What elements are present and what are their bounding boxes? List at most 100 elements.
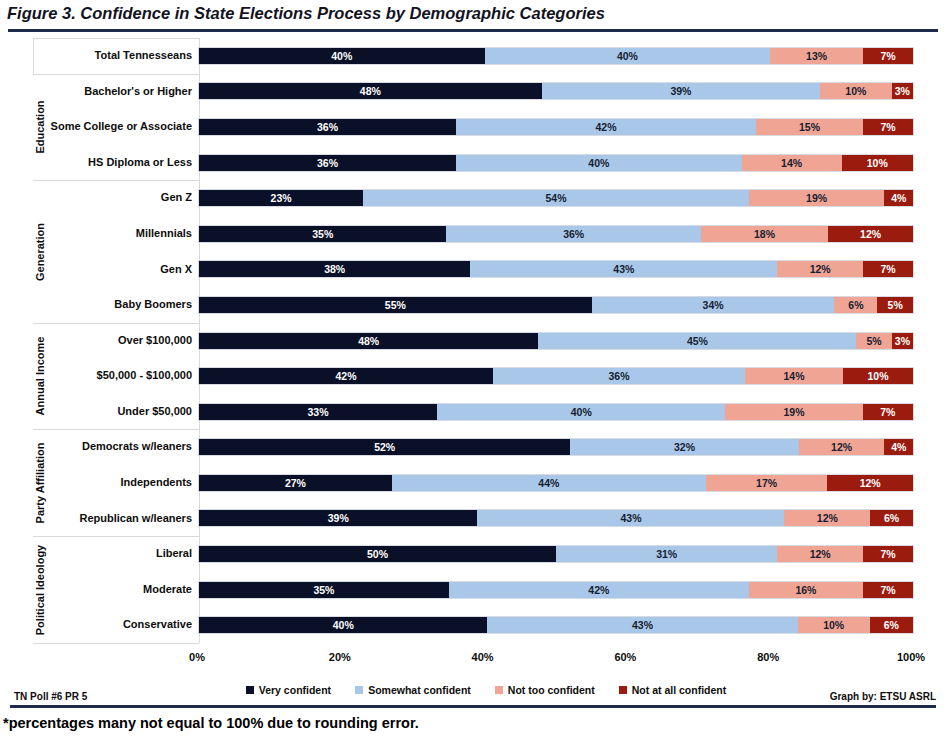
bar-segment-not-too-confident: 10%	[820, 83, 891, 99]
bar-segment-not-at-all-confident: 10%	[842, 155, 913, 171]
bar-segment-very-confident: 38%	[199, 261, 470, 277]
bar-segment-somewhat-confident: 32%	[570, 439, 798, 455]
bar-segment-not-at-all-confident: 12%	[827, 475, 913, 491]
bar-value-label: 6%	[884, 619, 899, 631]
bar-segment-not-at-all-confident: 5%	[877, 297, 913, 313]
bar-row: 36%40%14%10%	[199, 155, 913, 171]
bar-segment-somewhat-confident: 43%	[487, 617, 797, 633]
bar-row: 40%40%13%7%	[199, 48, 913, 64]
bar-segment-somewhat-confident: 43%	[470, 261, 777, 277]
bar-value-label: 48%	[358, 335, 379, 347]
bar-value-label: 31%	[656, 548, 677, 560]
legend-swatch-icon	[246, 686, 254, 694]
group-label: Annual Income	[33, 323, 47, 430]
bar-segment-very-confident: 50%	[199, 546, 556, 562]
bar-value-label: 27%	[285, 477, 306, 489]
bar-segment-somewhat-confident: 44%	[392, 475, 706, 491]
group-divider-line	[33, 38, 199, 39]
category-label: Republican w/leaners	[33, 501, 192, 537]
bar-value-label: 43%	[620, 512, 641, 524]
bar-value-label: 10%	[867, 157, 888, 169]
bar-segment-not-too-confident: 14%	[745, 368, 843, 384]
bar-value-label: 5%	[888, 299, 903, 311]
bar-value-label: 38%	[324, 263, 345, 275]
legend-item: Not at all confident	[619, 684, 727, 696]
bar-value-label: 39%	[670, 85, 691, 97]
bar-value-label: 54%	[545, 192, 566, 204]
bar-value-label: 14%	[781, 157, 802, 169]
bar-segment-somewhat-confident: 43%	[477, 510, 784, 526]
group-divider-line	[33, 643, 199, 644]
bar-value-label: 5%	[867, 335, 882, 347]
bar-segment-not-at-all-confident: 4%	[884, 190, 913, 206]
bar-row: 36%42%15%7%	[199, 119, 913, 135]
group-label: Party Affiliation	[33, 429, 47, 536]
bar-value-label: 12%	[860, 477, 881, 489]
bar-row: 39%43%12%6%	[199, 510, 913, 526]
bar-segment-not-at-all-confident: 7%	[863, 261, 913, 277]
legend-swatch-icon	[355, 686, 363, 694]
bar-value-label: 7%	[880, 406, 895, 418]
bar-value-label: 23%	[271, 192, 292, 204]
bar-value-label: 44%	[538, 477, 559, 489]
bar-row: 48% 45% 5% 3%	[199, 333, 913, 349]
bar-row: 55%34%6%5%	[199, 297, 913, 313]
bar-segment-somewhat-confident: 54%	[363, 190, 749, 206]
bar-row: 27% 44% 17% 12%	[199, 475, 913, 491]
bar-segment-not-at-all-confident: 6%	[870, 617, 913, 633]
group-divider-line	[33, 180, 199, 181]
bar-value-label: 19%	[783, 406, 804, 418]
bar-value-label: 12%	[817, 512, 838, 524]
bar-value-label: 55%	[385, 299, 406, 311]
bar-value-label: 40%	[571, 406, 592, 418]
bar-value-label: 7%	[880, 263, 895, 275]
chart-legend: Very confidentSomewhat confidentNot too …	[0, 684, 946, 696]
footer-rule	[10, 705, 936, 708]
bar-value-label: 3%	[895, 335, 910, 347]
bar-segment-not-too-confident: 12%	[777, 546, 863, 562]
legend-label: Somewhat confident	[368, 684, 471, 696]
x-axis-tick-label: 20%	[329, 651, 351, 663]
legend-label: Very confident	[259, 684, 331, 696]
category-label: Some College or Associate	[33, 109, 192, 145]
category-label: Gen Z	[33, 180, 192, 216]
bar-value-label: 36%	[608, 370, 629, 382]
group-divider-line	[33, 429, 199, 430]
bar-segment-somewhat-confident: 39%	[542, 83, 820, 99]
bar-value-label: 42%	[595, 121, 616, 133]
bar-segment-very-confident: 33%	[199, 404, 437, 420]
bar-row: 42% 36% 14%10%	[199, 368, 913, 384]
bar-segment-not-at-all-confident: 12%	[828, 226, 913, 242]
bar-segment-not-too-confident: 17%	[706, 475, 827, 491]
bar-segment-not-at-all-confident: 7%	[863, 119, 913, 135]
bar-value-label: 12%	[831, 441, 852, 453]
x-axis-tick-label: 40%	[472, 651, 494, 663]
bar-value-label: 7%	[880, 584, 895, 596]
category-label: Baby Boomers	[33, 287, 192, 323]
bar-segment-not-too-confident: 16%	[749, 582, 863, 598]
bar-segment-somewhat-confident: 42%	[456, 119, 756, 135]
x-axis-tick-label: 80%	[757, 651, 779, 663]
group-divider-line	[33, 536, 199, 537]
bar-segment-somewhat-confident: 42%	[449, 582, 749, 598]
bar-segment-not-too-confident: 12%	[799, 439, 885, 455]
bar-segment-very-confident: 52%	[199, 439, 570, 455]
bar-value-label: 42%	[335, 370, 356, 382]
bar-segment-somewhat-confident: 45%	[538, 333, 856, 349]
bar-row: 40%43%10%6%	[199, 617, 913, 633]
bar-value-label: 40%	[617, 50, 638, 62]
bar-value-label: 40%	[588, 157, 609, 169]
bar-value-label: 43%	[613, 263, 634, 275]
bar-segment-very-confident: 40%	[199, 48, 485, 64]
bar-segment-not-too-confident: 19%	[749, 190, 885, 206]
bar-value-label: 35%	[312, 228, 333, 240]
group-divider-line	[33, 323, 199, 324]
bar-segment-somewhat-confident: 36%	[493, 368, 745, 384]
bar-segment-not-at-all-confident: 10%	[843, 368, 913, 384]
category-label: Independents	[33, 465, 192, 501]
bar-segment-not-too-confident: 15%	[756, 119, 863, 135]
bar-value-label: 16%	[795, 584, 816, 596]
bar-segment-not-at-all-confident: 7%	[863, 582, 913, 598]
bar-value-label: 45%	[687, 335, 708, 347]
bar-value-label: 13%	[806, 50, 827, 62]
